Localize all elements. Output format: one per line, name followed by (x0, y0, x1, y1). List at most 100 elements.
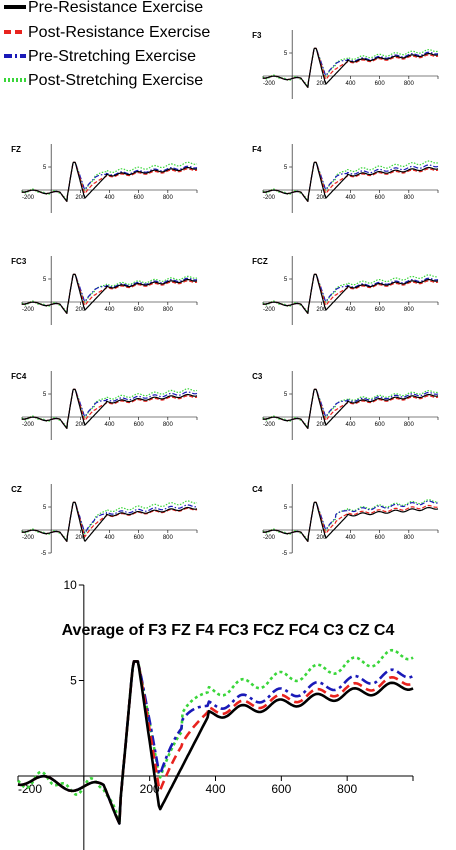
x-tick-label: 200 (75, 195, 86, 201)
x-tick-label: 400 (345, 81, 356, 87)
x-tick-label: 600 (375, 535, 386, 541)
y-tick-label: 5 (70, 674, 77, 688)
x-tick-label: 800 (163, 195, 174, 201)
electrode-label: FC3 (11, 257, 27, 266)
series-pre-stretching (263, 273, 439, 314)
electrode-label: F4 (252, 145, 262, 154)
x-tick-label: 200 (316, 307, 327, 313)
x-tick-label: 400 (205, 782, 225, 796)
series-pre-resistance (263, 47, 439, 88)
x-tick-label: -200 (22, 422, 35, 428)
x-tick-label: 600 (134, 195, 145, 201)
x-tick-label: 600 (134, 535, 145, 541)
series-pre-stretching (22, 161, 198, 202)
series-pre-stretching (17, 660, 414, 825)
x-tick-label: -200 (263, 307, 276, 313)
electrode-label: F3 (252, 31, 262, 40)
x-tick-label: 800 (163, 535, 174, 541)
y-tick-label: 5 (284, 165, 288, 171)
series-pre-stretching (22, 501, 198, 542)
series-pre-resistance (22, 273, 198, 314)
x-tick-label: -200 (22, 307, 35, 313)
x-tick-label: 800 (404, 535, 415, 541)
x-tick-label: -200 (263, 81, 276, 87)
electrode-label: FC4 (11, 372, 27, 381)
x-tick-label: 600 (375, 195, 386, 201)
electrode-label: C4 (252, 485, 263, 494)
series-pre-resistance (22, 501, 198, 542)
y-tick-label: 5 (284, 277, 288, 283)
x-tick-label: 400 (104, 195, 115, 201)
x-tick-label: 400 (345, 535, 356, 541)
x-tick-label: 400 (345, 307, 356, 313)
x-tick-label: 200 (75, 307, 86, 313)
x-tick-label: 200 (75, 535, 86, 541)
x-tick-label: 600 (375, 422, 386, 428)
x-tick-label: -200 (263, 422, 276, 428)
x-tick-label: 600 (134, 422, 145, 428)
panel-fc4: 5 -200 200 400 600 800 FC4 (11, 371, 198, 440)
series-pre-resistance (263, 388, 439, 429)
panel-fcz: 5 -200 200 400 600 800 FCZ (252, 256, 439, 325)
legend-label-pre-stretching: Pre-Stretching Exercise (28, 48, 196, 65)
electrode-label: CZ (11, 485, 22, 494)
panel-f4: 5 -200 200 400 600 800 F4 (252, 144, 439, 213)
series-pre-stretching (263, 47, 439, 88)
x-tick-label: -200 (263, 195, 276, 201)
x-tick-label: 200 (316, 195, 327, 201)
series-pre-resistance (17, 660, 414, 825)
legend-label-post-stretching: Post-Stretching Exercise (28, 72, 203, 89)
x-tick-label: 400 (104, 535, 115, 541)
y-tick-label: 5 (284, 505, 288, 511)
panels: 5 -200 200 400 600 800 F3 5 -200 200 400 600 800 FZ 5 -… (11, 30, 439, 850)
electrode-label: C3 (252, 372, 263, 381)
y-tick-label: 5 (284, 392, 288, 398)
y-tick-label: 5 (43, 505, 47, 511)
legend: Pre-Resistance Exercise Post-Resistance E… (4, 0, 210, 89)
y-tick-label: -5 (41, 551, 47, 557)
x-tick-label: 800 (163, 307, 174, 313)
panel-cz: 5 -5 -200 200 400 600 800 CZ (11, 484, 198, 557)
series-pre-resistance (22, 161, 198, 202)
x-tick-label: 800 (404, 422, 415, 428)
y-tick-label: 5 (43, 277, 47, 283)
panel-c3: 5 -200 200 400 600 800 C3 (252, 371, 439, 440)
x-tick-label: 200 (75, 422, 86, 428)
panel-f3: 5 -200 200 400 600 800 F3 (252, 30, 439, 99)
x-tick-label: 400 (345, 422, 356, 428)
electrode-label: FZ (11, 145, 21, 154)
series-pre-stretching (22, 273, 198, 314)
x-tick-label: 800 (404, 195, 415, 201)
series-post-resistance (17, 660, 414, 825)
x-tick-label: 600 (375, 81, 386, 87)
legend-label-post-resistance: Post-Resistance Exercise (28, 24, 210, 41)
legend-label-pre-resistance: Pre-Resistance Exercise (28, 0, 203, 16)
average-title: Average of F3 FZ F4 FC3 FCZ FC4 C3 CZ C4 (62, 622, 395, 639)
electrode-label: FCZ (252, 257, 268, 266)
panel-fz: 5 -200 200 400 600 800 FZ (11, 144, 198, 213)
x-tick-label: 800 (404, 307, 415, 313)
x-tick-label: 800 (404, 81, 415, 87)
x-tick-label: -200 (22, 535, 35, 541)
x-tick-label: 600 (375, 307, 386, 313)
x-tick-label: 200 (316, 535, 327, 541)
x-tick-label: 400 (104, 307, 115, 313)
x-tick-label: 600 (134, 307, 145, 313)
x-tick-label: 200 (316, 422, 327, 428)
x-tick-label: 200 (316, 81, 327, 87)
x-tick-label: 600 (271, 782, 291, 796)
series-pre-resistance (263, 501, 439, 542)
y-tick-label: 10 (63, 578, 77, 592)
x-tick-label: 400 (345, 195, 356, 201)
x-tick-label: -200 (22, 195, 35, 201)
x-tick-label: 800 (163, 422, 174, 428)
series-pre-resistance (263, 161, 439, 202)
panel-fc3: 5 -200 200 400 600 800 FC3 (11, 256, 198, 325)
series-pre-resistance (22, 388, 198, 429)
y-tick-label: 5 (43, 392, 47, 398)
x-tick-label: 400 (104, 422, 115, 428)
x-tick-label: 800 (337, 782, 357, 796)
series-pre-resistance (263, 273, 439, 314)
